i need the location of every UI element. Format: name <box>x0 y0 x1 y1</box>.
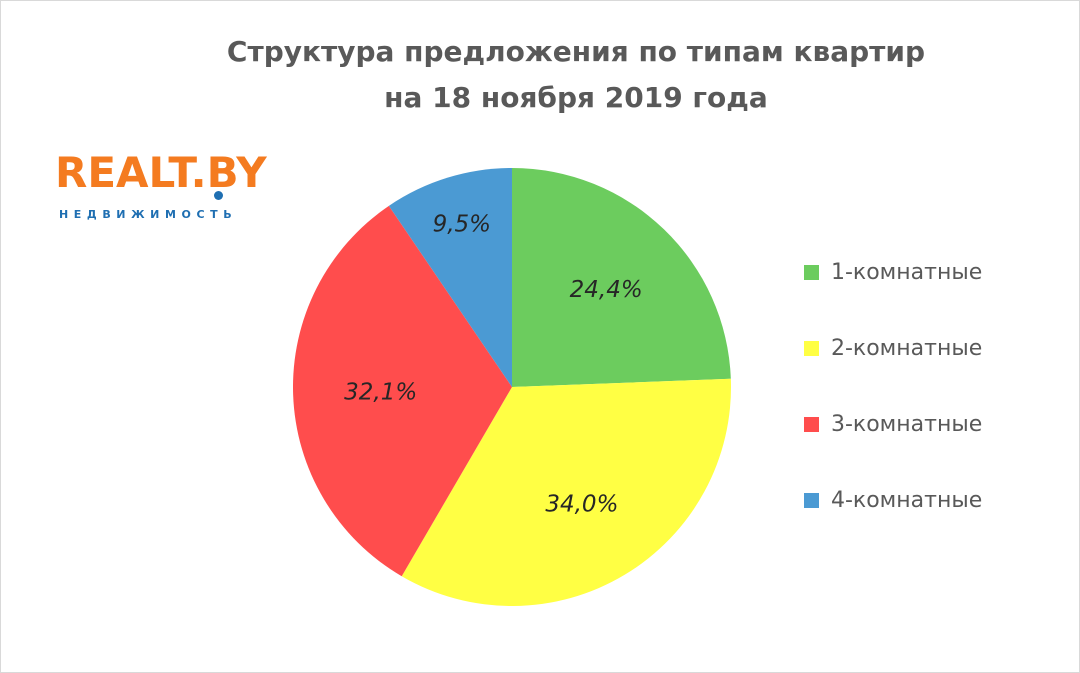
realt-by-logo: REALT.BY недвижимость <box>55 147 275 227</box>
legend-item-1: 1-комнатные <box>804 253 982 291</box>
logo-subtitle: недвижимость <box>59 208 238 221</box>
legend-swatch <box>804 492 819 508</box>
logo-wordmark: REALT.BY <box>55 148 267 197</box>
chart-title-line-1: Структура предложения по типам квартир <box>226 35 926 68</box>
legend-item-4: 4-комнатные <box>804 481 982 519</box>
legend-item-3: 3-комнатные <box>804 405 982 443</box>
pie-slice-4 <box>388 168 512 387</box>
logo-dot <box>214 191 223 200</box>
pie-slice-2 <box>401 378 731 606</box>
legend: 1-комнатные 2-комнатные 3-комнатные 4-комна… <box>804 253 982 557</box>
pie-data-label-1: 24,4% <box>570 277 643 303</box>
legend-swatch <box>804 264 819 280</box>
pie-data-label-4: 9,5% <box>433 212 491 238</box>
pie-data-label-2: 34,0% <box>545 491 618 517</box>
chart-title-line-2: на 18 ноября 2019 года <box>384 81 768 114</box>
pie-data-label-3: 32,1% <box>344 380 417 406</box>
legend-item-2: 2-комнатные <box>804 329 982 367</box>
legend-swatch <box>804 416 819 432</box>
pie-slice-3 <box>292 205 512 577</box>
legend-label: 3-комнатные <box>831 411 983 437</box>
legend-label: 4-комнатные <box>831 487 983 513</box>
pie-slice-1 <box>512 168 731 387</box>
legend-label: 1-комнатные <box>831 259 983 285</box>
legend-swatch <box>804 340 819 356</box>
legend-label: 2-комнатные <box>831 335 983 361</box>
chart-title: Структура предложения по типам квартир н… <box>1 29 1080 121</box>
